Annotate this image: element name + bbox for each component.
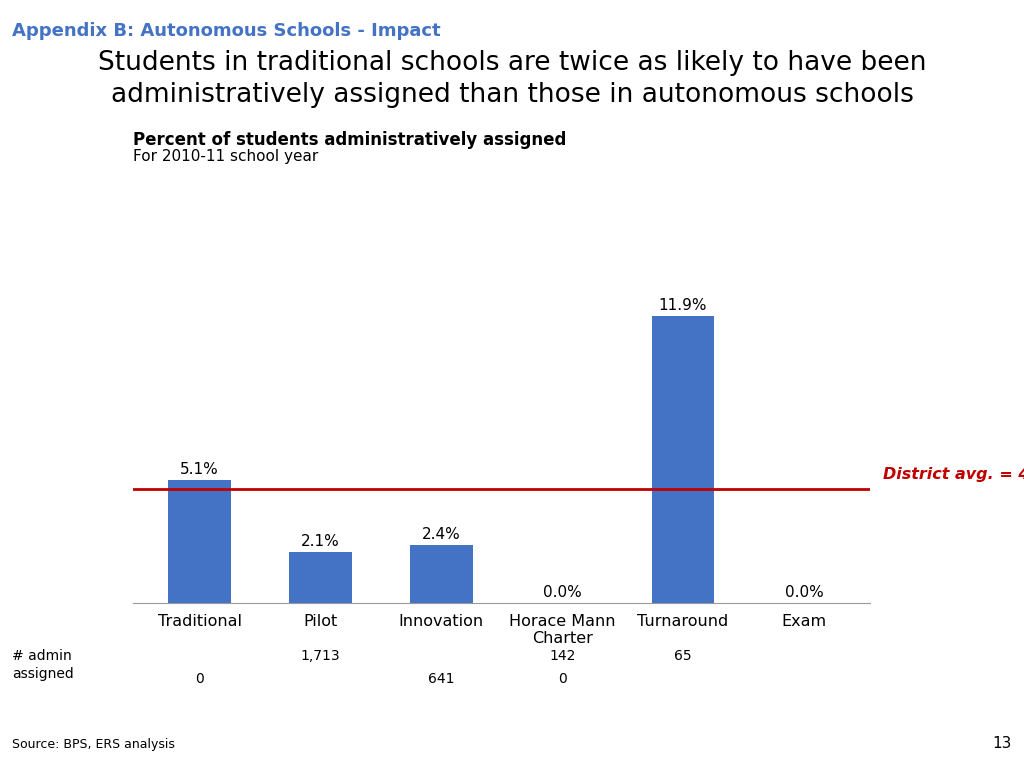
Text: District avg. = 4.7%: District avg. = 4.7% [883,467,1024,482]
Text: 2.4%: 2.4% [422,527,461,542]
Bar [289,552,352,603]
Bar [168,480,231,603]
Bar [410,545,473,603]
Text: 142: 142 [549,649,575,663]
Text: 641: 641 [428,672,455,686]
Text: 65: 65 [674,649,692,663]
Text: 2.1%: 2.1% [301,535,340,549]
Text: 0.0%: 0.0% [543,585,582,600]
Text: 0: 0 [196,672,204,686]
Text: Appendix B: Autonomous Schools - Impact: Appendix B: Autonomous Schools - Impact [12,22,441,39]
Text: 13: 13 [992,736,1012,751]
Text: Students in traditional schools are twice as likely to have been: Students in traditional schools are twic… [97,50,927,76]
Text: # admin
assigned: # admin assigned [12,649,74,681]
Text: administratively assigned than those in autonomous schools: administratively assigned than those in … [111,82,913,108]
Text: 0.0%: 0.0% [784,585,823,600]
Text: Percent of students administratively assigned: Percent of students administratively ass… [133,131,566,148]
Text: 1,713: 1,713 [301,649,340,663]
Text: 11.9%: 11.9% [658,298,708,313]
Text: For 2010-11 school year: For 2010-11 school year [133,149,318,164]
Text: Source: BPS, ERS analysis: Source: BPS, ERS analysis [12,738,175,751]
Text: 0: 0 [558,672,566,686]
Text: 5.1%: 5.1% [180,462,219,477]
Bar [651,316,715,603]
